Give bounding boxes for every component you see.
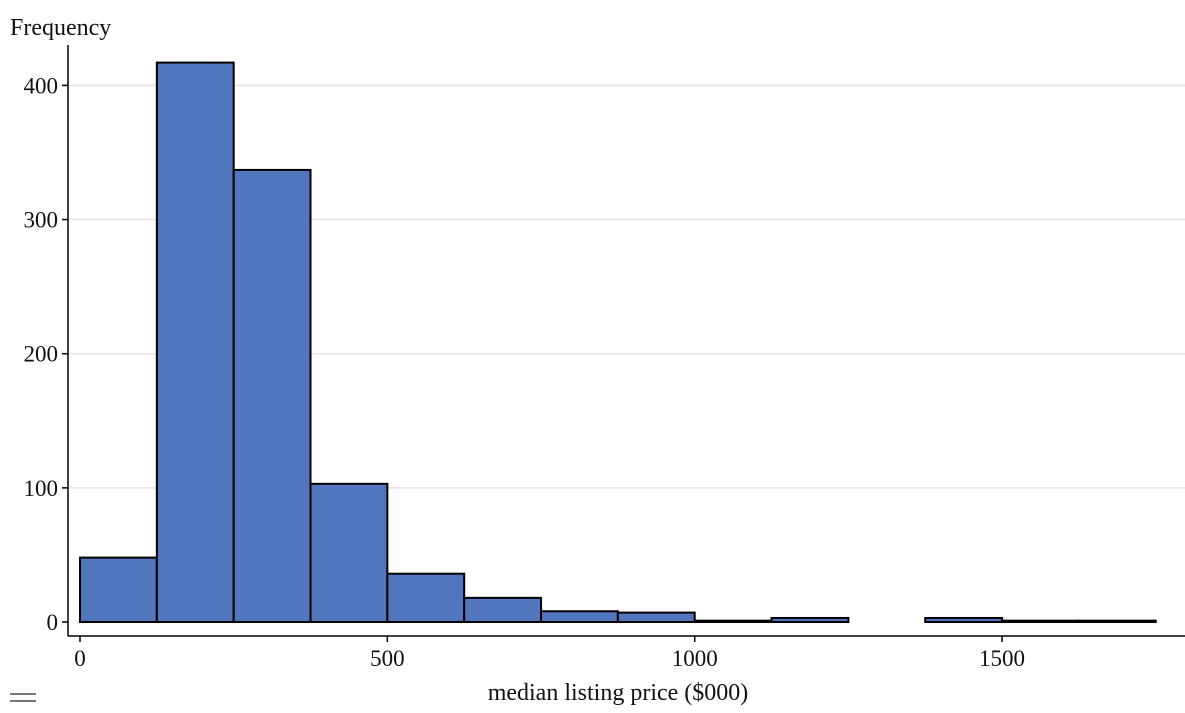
y-tick-label: 100 (24, 476, 59, 501)
x-tick-label: 500 (370, 646, 405, 671)
x-tick-label: 1000 (672, 646, 718, 671)
histogram-bar (309, 482, 389, 623)
histogram-bar (1001, 619, 1080, 624)
histogram-bar (386, 572, 466, 623)
y-tick-label: 0 (47, 610, 59, 635)
histogram-bar (79, 556, 158, 623)
histogram-bar (693, 619, 773, 624)
histogram-bar (540, 610, 619, 624)
x-tick-label: 1500 (979, 646, 1025, 671)
x-axis-title: median listing price ($000) (488, 680, 749, 706)
hamburger-line (10, 700, 36, 702)
hamburger-icon[interactable] (10, 693, 36, 705)
hamburger-line (10, 693, 36, 695)
tick-labels: 0 100 200 300 400 0 500 1000 1500 (24, 73, 1026, 671)
histogram-bar (1077, 619, 1157, 624)
histogram-bar (463, 596, 543, 624)
histogram-bar (924, 616, 1004, 624)
y-tick-label: 400 (24, 73, 59, 98)
x-tick-label: 0 (74, 646, 86, 671)
histogram-bars (79, 61, 1157, 624)
y-tick-label: 200 (24, 342, 59, 367)
axes (62, 45, 1185, 642)
histogram-bar (155, 61, 235, 624)
histogram-bar (232, 168, 312, 624)
y-axis-title: Frequency (10, 15, 111, 41)
histogram-bar (616, 611, 696, 623)
y-tick-label: 300 (24, 208, 59, 233)
histogram-bar (770, 616, 850, 624)
